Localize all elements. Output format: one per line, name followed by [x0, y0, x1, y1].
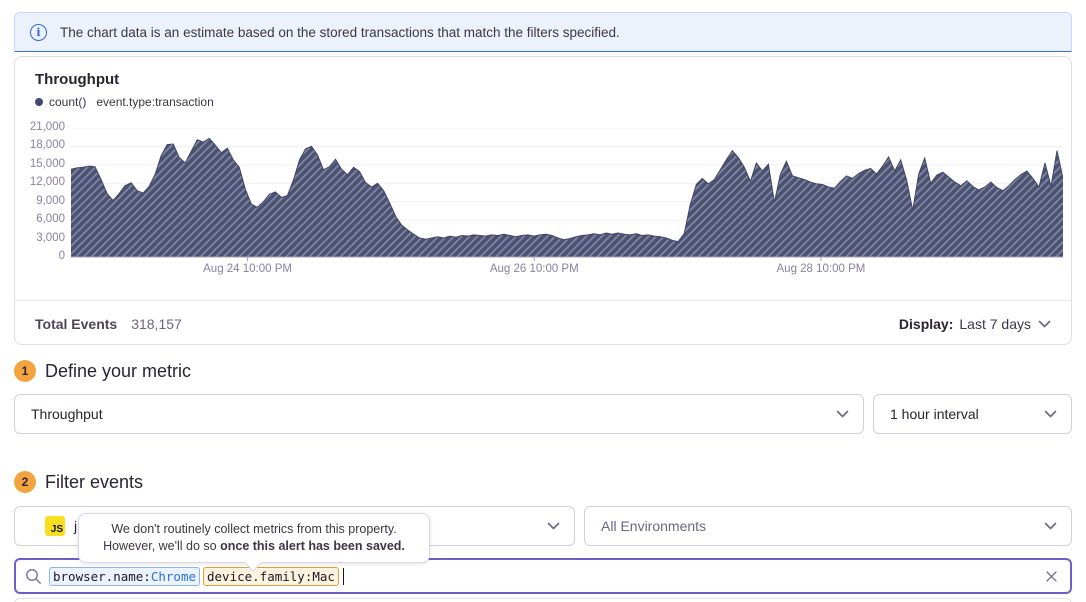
- filter-token-browser-name[interactable]: browser.name: Chrome: [49, 566, 200, 586]
- metric-select[interactable]: Throughput: [14, 394, 864, 434]
- search-token-list: browser.name: Chrome device.family: Mac: [49, 566, 342, 586]
- x-axis-labels: Aug 24 10:00 PM Aug 26 10:00 PM Aug 28 10:…: [71, 263, 1063, 279]
- chevron-down-icon: [1038, 320, 1051, 328]
- chevron-down-icon: [547, 522, 560, 530]
- chevron-down-icon: [1044, 522, 1057, 530]
- javascript-platform-icon: JS: [45, 516, 65, 536]
- metric-select-value: Throughput: [31, 406, 103, 422]
- throughput-area-chart: [70, 127, 1064, 261]
- chevron-down-icon: [836, 410, 849, 418]
- interval-select[interactable]: 1 hour interval: [873, 394, 1072, 434]
- token-key: device.family:: [207, 568, 313, 584]
- chart-panel-footer: Total Events 318,157 Display: Last 7 day…: [15, 301, 1071, 346]
- y-tick-label: 0: [58, 250, 65, 262]
- filter-token-device-family[interactable]: device.family: Mac: [203, 566, 339, 586]
- project-select-value: j: [74, 518, 78, 534]
- text-cursor: [342, 567, 344, 585]
- tooltip-line-1: We don't routinely collect metrics from …: [111, 522, 397, 536]
- token-value: Mac: [312, 568, 335, 584]
- legend-query-label: event.type:transaction: [96, 95, 214, 109]
- throughput-chart-panel: Throughput count() event.type:transactio…: [14, 56, 1072, 345]
- section-filter-events: 2 Filter events: [14, 471, 143, 493]
- y-tick-label: 9,000: [36, 194, 65, 207]
- legend-series-dot-icon: [35, 98, 43, 106]
- token-key: browser.name:: [53, 568, 151, 584]
- display-label: Display:: [898, 315, 954, 332]
- y-tick-label: 15,000: [29, 157, 65, 170]
- total-events-value: 318,157: [131, 315, 182, 332]
- banner-text: The chart data is an estimate based on t…: [60, 24, 620, 40]
- y-axis-labels: 21,000 18,000 15,000 12,000 9,000 6,000 3,000 0: [15, 121, 65, 262]
- display-period-dropdown[interactable]: Display: Last 7 days: [899, 316, 1051, 332]
- y-tick-label: 21,000: [29, 121, 65, 133]
- section-2-title: Filter events: [45, 471, 144, 492]
- x-tick-label: Aug 24 10:00 PM: [203, 263, 292, 275]
- x-tick-label: Aug 28 10:00 PM: [776, 263, 866, 275]
- interval-select-value: 1 hour interval: [890, 406, 979, 422]
- display-value: Last 7 days: [959, 315, 1031, 332]
- search-icon: [25, 568, 42, 585]
- filter-search-bar[interactable]: browser.name: Chrome device.family: Mac: [14, 558, 1072, 594]
- y-tick-label: 3,000: [36, 231, 65, 244]
- legend-series-label: count(): [49, 95, 87, 109]
- chart-legend: count() event.type:transaction: [35, 95, 214, 109]
- x-tick-label: Aug 26 10:00 PM: [489, 263, 579, 275]
- chart-title: Throughput: [35, 71, 120, 88]
- chart-plot-area: [70, 127, 1064, 262]
- metrics-warning-tooltip: We don't routinely collect metrics from …: [78, 513, 430, 572]
- y-tick-label: 6,000: [36, 213, 65, 226]
- token-value: Chrome: [150, 568, 196, 584]
- tooltip-line-2: However, we'll do so: [103, 538, 221, 553]
- panel-footer-divider: [15, 300, 1071, 301]
- tooltip-line-2-bold: once this alert has been saved.: [220, 538, 405, 553]
- clear-search-button[interactable]: [1045, 570, 1058, 583]
- section-define-metric: 1 Define your metric: [14, 360, 191, 382]
- step-2-badge: 2: [14, 471, 36, 493]
- environment-select-value: All Environments: [601, 518, 707, 534]
- y-tick-label: 18,000: [29, 139, 65, 152]
- total-events-label: Total Events: [35, 315, 118, 332]
- info-icon: i: [30, 23, 47, 41]
- y-tick-label: 12,000: [29, 176, 65, 189]
- info-banner: i The chart data is an estimate based on…: [14, 12, 1072, 52]
- chevron-down-icon: [1044, 410, 1057, 418]
- environment-select[interactable]: All Environments: [584, 506, 1072, 546]
- section-1-title: Define your metric: [45, 360, 192, 381]
- next-panel-edge: [14, 598, 1072, 602]
- step-1-badge: 1: [14, 360, 36, 382]
